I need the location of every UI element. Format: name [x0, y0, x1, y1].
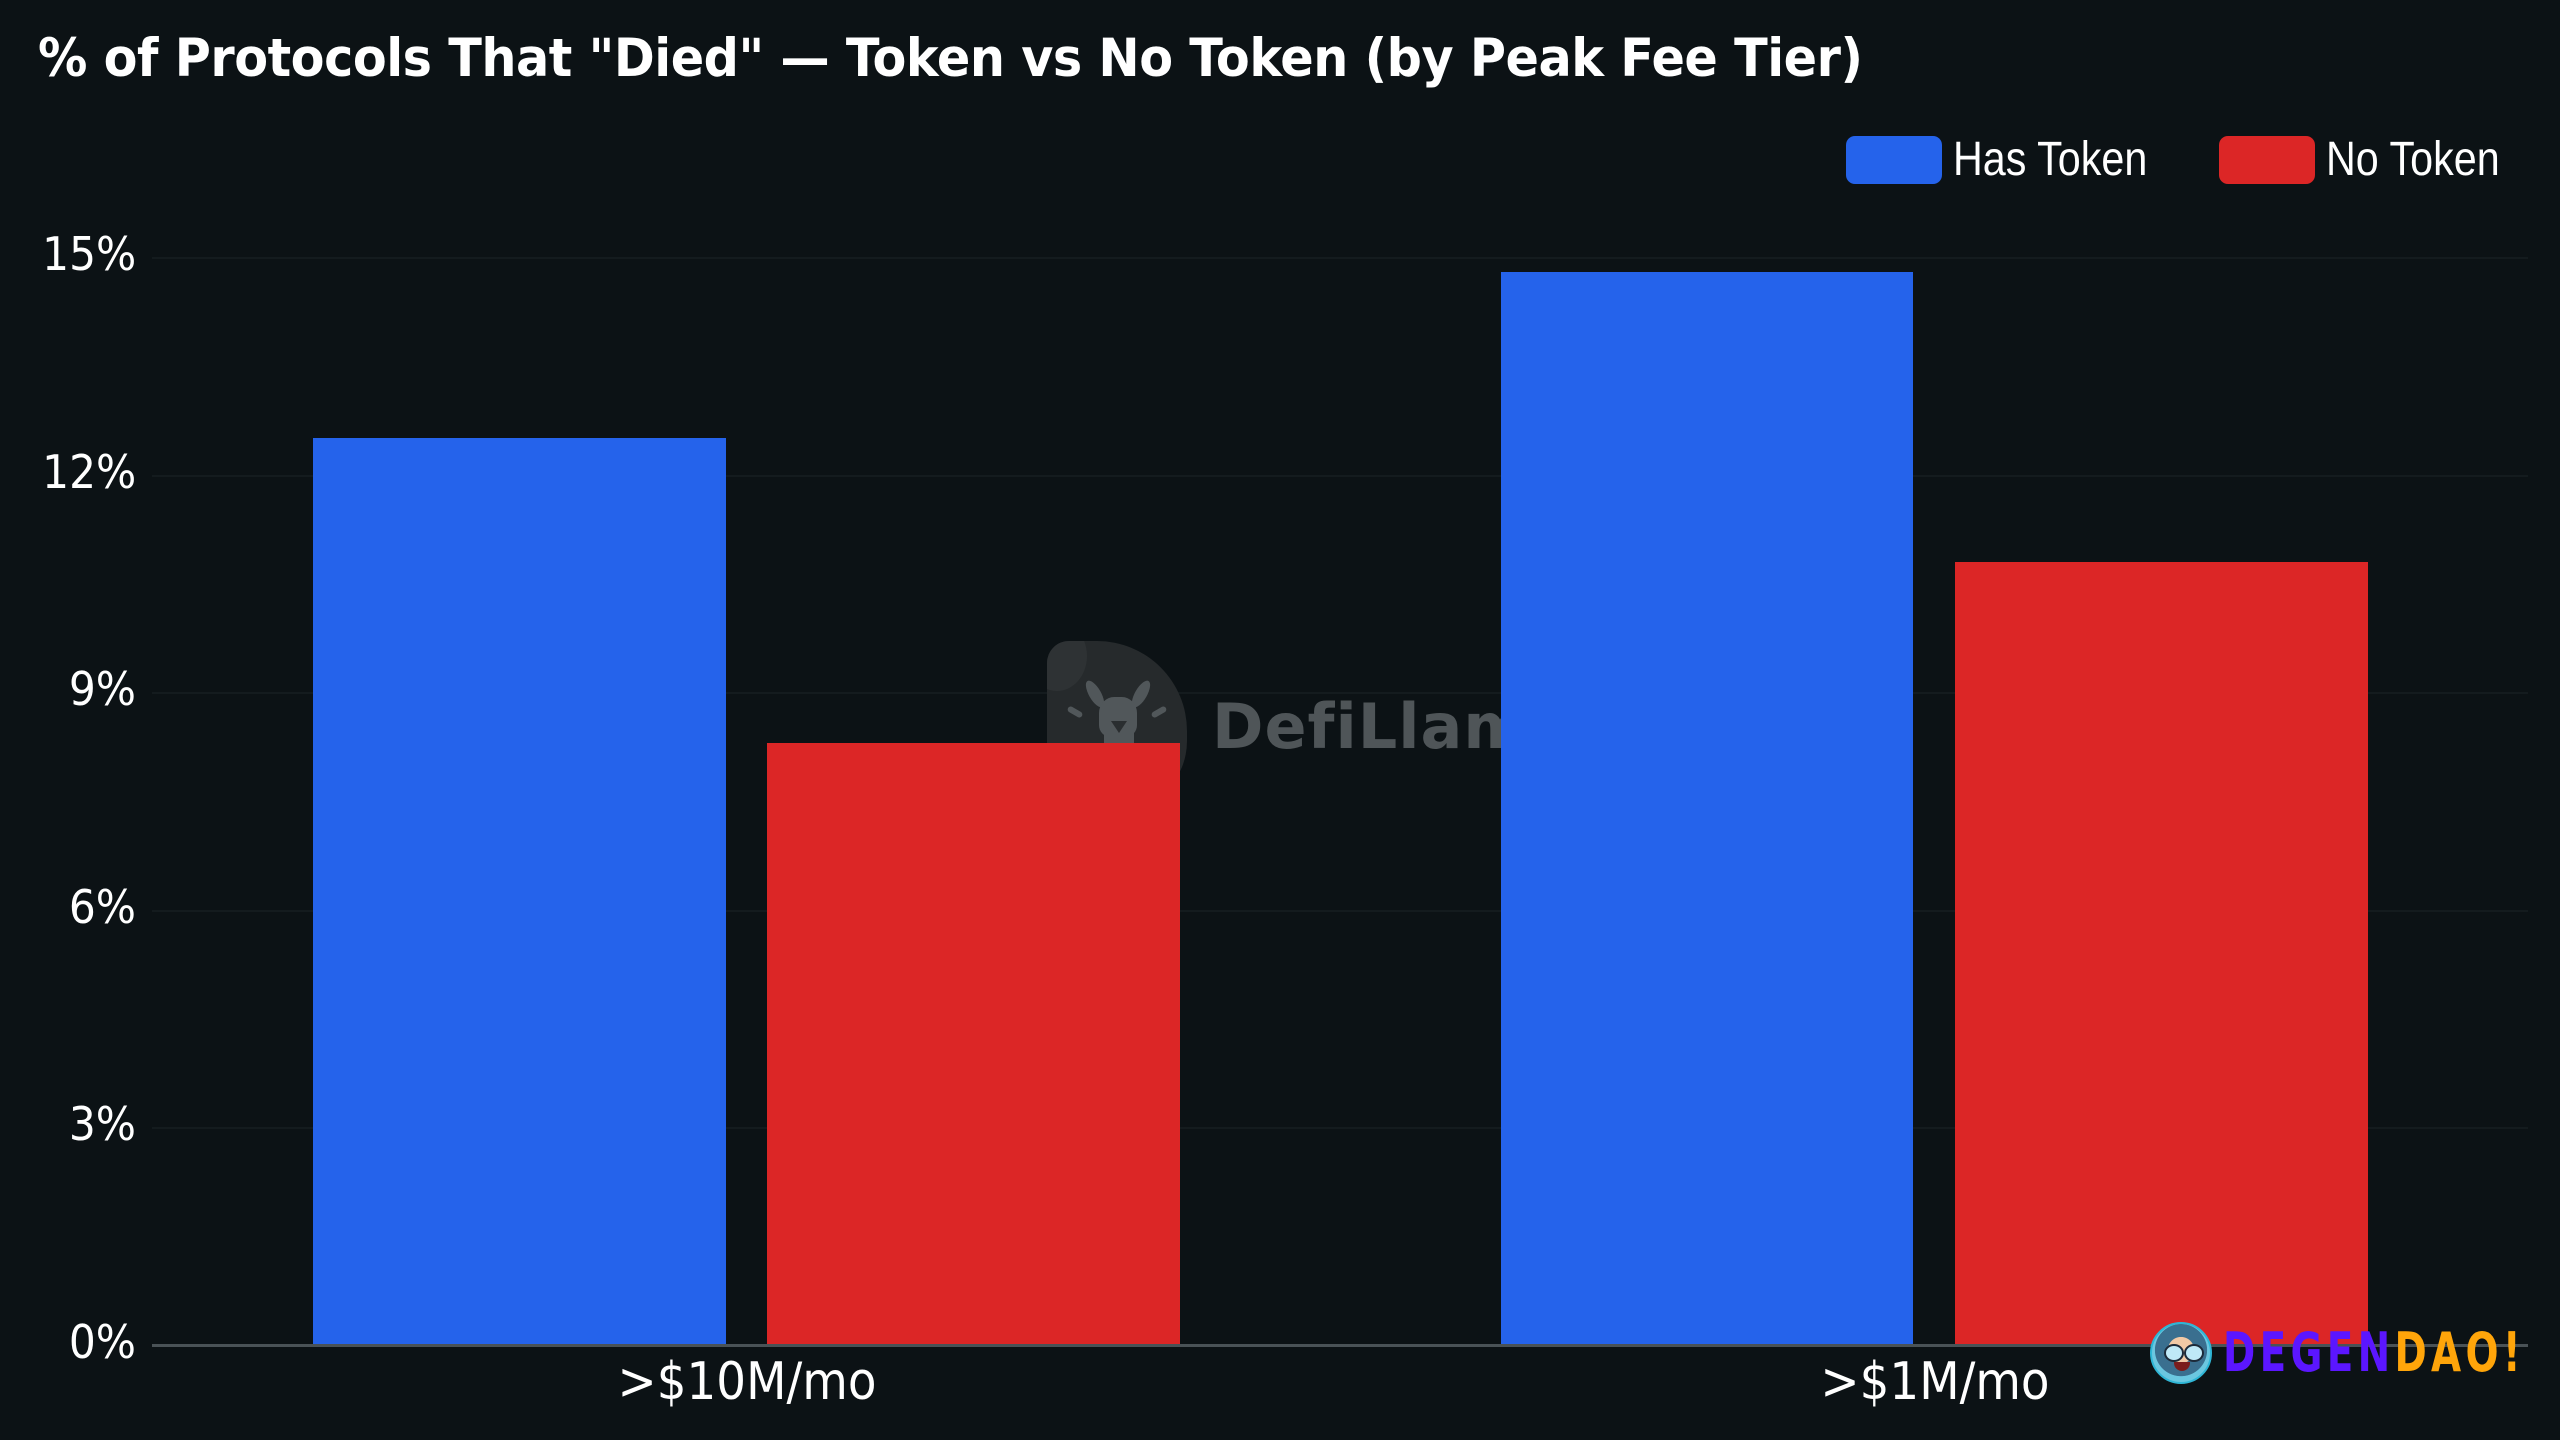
legend-label: No Token: [2326, 133, 2500, 186]
x-axis-line: [152, 1344, 2528, 1347]
legend-swatch-red: [2219, 136, 2315, 184]
legend-label: Has Token: [1953, 133, 2148, 186]
bar-has-token-1m[interactable]: [1501, 272, 1913, 1345]
legend-swatch-blue: [1846, 136, 1942, 184]
x-tick-label: >$10M/mo: [617, 1352, 877, 1412]
bar-no-token-10m[interactable]: [767, 743, 1180, 1345]
chart-title: % of Protocols That "Died" — Token vs No…: [38, 28, 1863, 89]
brand-part-dao: DAO!: [2394, 1321, 2525, 1384]
degendao-brand: DEGENDAO!: [2150, 1320, 2560, 1386]
legend-item-no-token[interactable]: No Token: [2219, 136, 2528, 184]
y-tick-label: 15%: [41, 227, 136, 281]
gridline-9: [152, 692, 2528, 694]
x-tick-label: >$1M/mo: [1820, 1352, 2050, 1412]
legend: Has Token No Token: [0, 136, 2560, 184]
brand-part-degen: DEGEN: [2223, 1321, 2395, 1384]
legend-item-has-token[interactable]: Has Token: [1846, 136, 2179, 184]
y-tick-label: 0%: [68, 1315, 136, 1369]
gridline-12: [152, 475, 2528, 477]
y-tick-label: 6%: [68, 880, 136, 934]
gridline-15: [152, 257, 2528, 259]
y-tick-label: 3%: [68, 1097, 136, 1151]
y-tick-label: 9%: [68, 662, 136, 716]
gridline-6: [152, 910, 2528, 912]
gridline-3: [152, 1127, 2528, 1129]
bar-has-token-10m[interactable]: [313, 438, 726, 1345]
brand-wordmark: DEGENDAO!: [2223, 1326, 2525, 1380]
mascot-avatar-icon: [2150, 1322, 2212, 1384]
y-tick-label: 12%: [41, 445, 136, 499]
bar-no-token-1m[interactable]: [1955, 562, 2368, 1345]
